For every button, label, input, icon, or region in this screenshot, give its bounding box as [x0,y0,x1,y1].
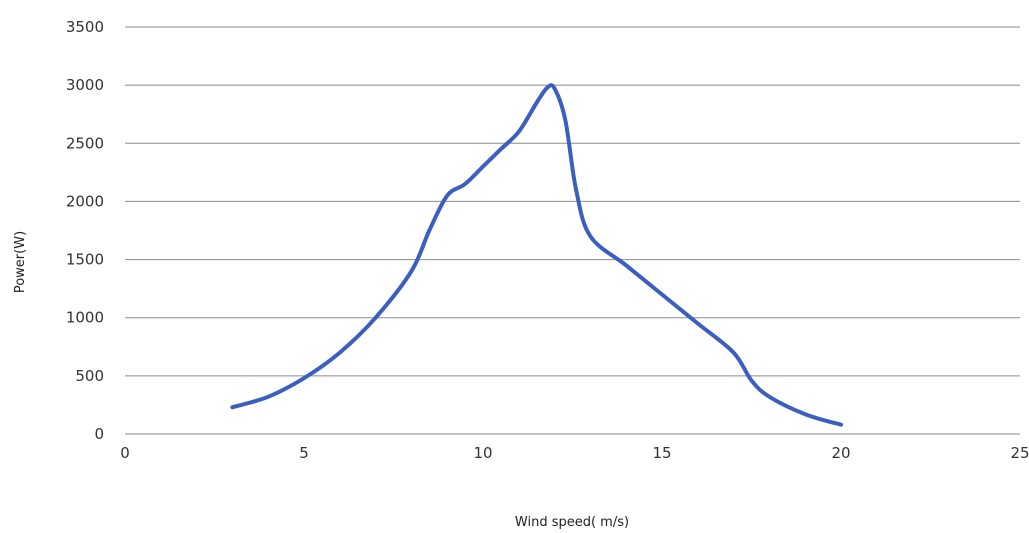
data-point [427,229,431,232]
data-point [266,395,270,399]
data-point [302,376,306,380]
data-point [445,194,449,198]
data-point [839,423,843,427]
y-tick-label: 3000 [66,76,104,94]
data-point [517,130,521,134]
data-point [750,379,753,383]
y-tick-label: 1000 [66,309,104,327]
data-point [803,412,807,416]
series-line-0 [230,83,843,427]
y-axis-title: Power(W) [13,231,28,293]
data-point [574,188,578,192]
data-point [696,322,700,326]
data-point [624,263,628,267]
y-tick-label: 500 [75,367,104,385]
y-axis-ticks: 0 500 1000 1500 2000 2500 3000 3500 [66,18,104,443]
data-point [374,316,378,320]
x-tick-label: 0 [120,444,130,462]
data-point [338,351,342,355]
data-point [660,292,664,296]
y-tick-label: 0 [94,425,104,443]
x-tick-label: 20 [831,444,850,462]
y-tick-label: 2000 [66,192,104,210]
y-tick-label: 1500 [66,251,104,269]
data-point [230,405,234,409]
y-tick-label: 2500 [66,134,104,152]
data-point [588,234,592,238]
data-point [535,101,539,105]
data-point [463,182,467,186]
x-axis-ticks: 0 5 10 15 20 25 [120,444,1029,462]
data-point [767,395,771,399]
data-point [545,85,549,89]
x-tick-label: 10 [473,444,492,462]
y-tick-label: 3500 [66,18,104,36]
x-tick-label: 25 [1010,444,1029,462]
x-tick-label: 5 [299,444,309,462]
grid-lines [125,26,1020,435]
data-point [499,147,503,151]
data-point [409,269,413,273]
data-point [563,118,567,122]
data-point [481,165,485,169]
data-point [553,87,557,91]
series-layer [230,83,843,427]
data-point [732,351,736,355]
x-axis-title: Wind speed( m/s) [515,515,629,530]
x-tick-label: 15 [652,444,671,462]
